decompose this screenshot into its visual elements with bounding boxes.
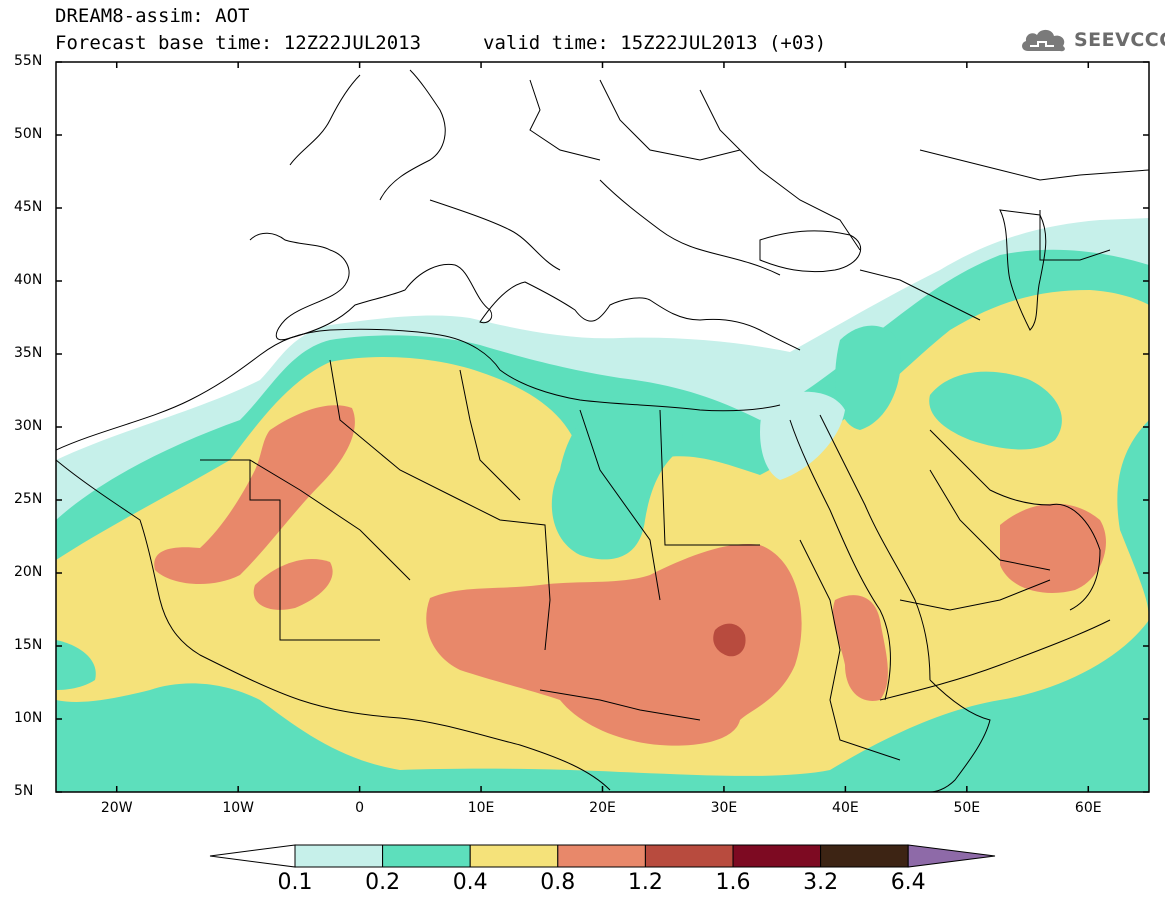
colorbar-segment xyxy=(644,844,734,868)
colorbar-segment xyxy=(820,844,909,868)
logo-text: SEEVCCC xyxy=(1074,29,1165,51)
lon-label: 10E xyxy=(467,800,495,816)
lat-label: 20N xyxy=(14,564,43,580)
lat-label: 5N xyxy=(14,783,34,799)
colorbar-label: 1.2 xyxy=(627,870,663,895)
colorbar-segment xyxy=(557,844,646,868)
lon-label: 60E xyxy=(1074,800,1102,816)
lat-label: 45N xyxy=(14,199,43,215)
lon-label: 30E xyxy=(710,800,738,816)
lon-label: 40E xyxy=(832,800,859,816)
colorbar-segment xyxy=(469,844,559,868)
colorbar-label: 0.8 xyxy=(540,870,576,895)
colorbar-segment xyxy=(294,844,384,868)
lon-label: 0 xyxy=(355,800,365,816)
colorbar-segment xyxy=(732,844,822,868)
lon-label: 10W xyxy=(222,800,254,816)
colorbar-label: 0.1 xyxy=(277,870,313,895)
lon-label: 20W xyxy=(100,800,133,816)
colorbar-label: 3.2 xyxy=(803,870,839,895)
colorbar-label: 0.4 xyxy=(452,870,488,895)
colorbar-label: 1.6 xyxy=(715,870,751,895)
cloud-icon xyxy=(1022,29,1065,52)
lat-label: 55N xyxy=(14,53,43,69)
aot-region-1.2 xyxy=(713,623,746,657)
lat-label: 30N xyxy=(14,418,43,434)
colorbar-lower-arrow xyxy=(209,844,296,868)
forecast-base-time: Forecast base time: 12Z22JUL2013 xyxy=(55,32,422,54)
lat-label: 25N xyxy=(14,491,43,507)
aot-region-0.8 xyxy=(154,405,355,585)
colorbar-label: 0.2 xyxy=(365,870,401,895)
colorbar-upper-arrow xyxy=(907,844,996,868)
colorbar-label: 6.4 xyxy=(890,870,926,895)
colorbar xyxy=(209,844,996,868)
colorbar-segment xyxy=(382,844,471,868)
valid-time: valid time: 15Z22JUL2013 (+03) xyxy=(483,32,827,54)
lat-label: 15N xyxy=(14,637,43,653)
lat-label: 10N xyxy=(14,710,43,726)
lat-label: 50N xyxy=(14,126,43,142)
lon-label: 20E xyxy=(589,800,616,816)
lat-label: 35N xyxy=(14,345,43,361)
seevccc-logo: SEEVCCC xyxy=(1018,24,1165,56)
lon-label: 50E xyxy=(953,800,981,816)
lat-label: 40N xyxy=(14,272,43,288)
map-title: DREAM8-assim: AOT xyxy=(55,5,250,27)
